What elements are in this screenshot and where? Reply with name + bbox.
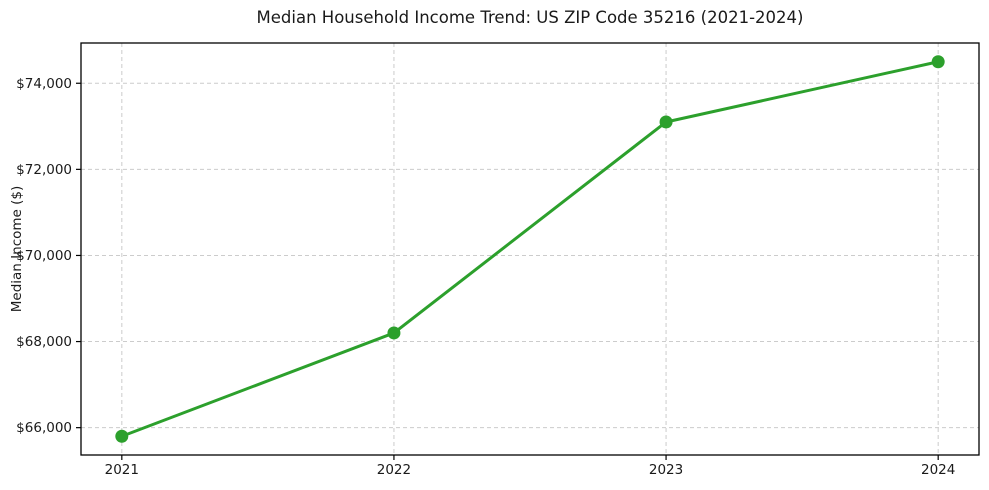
data-point-marker [931,55,945,69]
y-tick-label: $68,000 [16,334,72,350]
y-tick-label: $72,000 [16,162,72,178]
y-tick-label: $66,000 [16,420,72,436]
data-point-marker [659,115,673,129]
data-point-marker [115,429,129,443]
trend-line [120,60,940,438]
x-tick-label: 2024 [921,462,955,478]
x-tick-label: 2022 [377,462,411,478]
y-tick-label: $70,000 [16,248,72,264]
data-point-marker [387,326,401,340]
plot-frame [80,42,980,456]
chart-title: Median Household Income Trend: US ZIP Co… [256,8,804,27]
x-tick-label: 2023 [649,462,683,478]
y-tick-label: $74,000 [16,76,72,92]
x-tick-label: 2021 [105,462,139,478]
